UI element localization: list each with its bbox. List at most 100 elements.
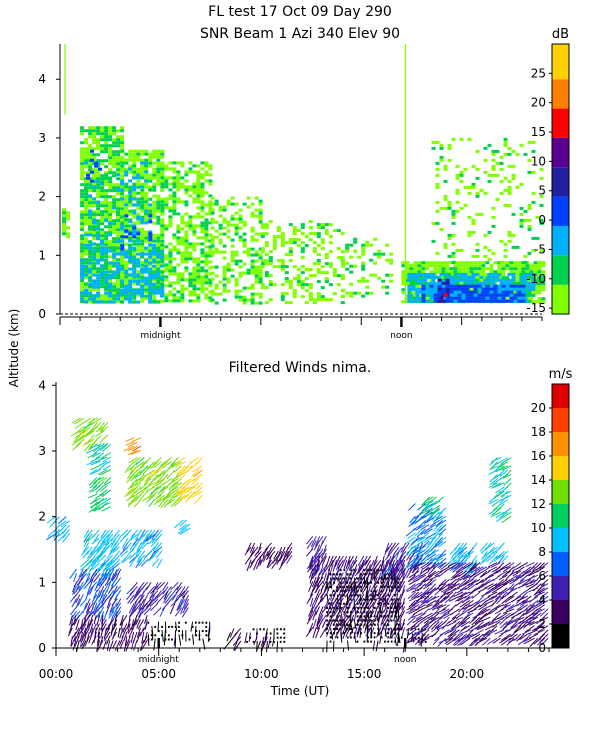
snr-cell — [250, 214, 255, 218]
snr-cell — [116, 177, 121, 181]
snr-cell — [238, 208, 243, 212]
snr-cell — [136, 185, 141, 189]
snr-cell — [457, 284, 462, 288]
wind-barb — [130, 449, 142, 455]
snr-cell — [132, 158, 137, 162]
wind-barb — [92, 546, 100, 555]
wind-barb — [75, 434, 85, 443]
wind-barb — [434, 515, 443, 522]
snr-cell — [258, 247, 263, 251]
snr-cell — [419, 299, 424, 303]
snr-cell — [116, 156, 121, 160]
snr-cell — [455, 278, 460, 282]
snr-cell — [431, 275, 436, 279]
snr-cell — [234, 229, 239, 233]
wind-barb — [181, 607, 189, 618]
snr-cell — [258, 256, 263, 260]
snr-cell — [445, 264, 450, 268]
snr-cell — [503, 188, 508, 192]
snr-cell — [112, 162, 117, 166]
wind-barb — [111, 573, 118, 582]
wind-barb — [367, 618, 375, 628]
wind-barb — [193, 469, 203, 478]
snr-cell — [230, 268, 235, 272]
wind-barb — [279, 640, 282, 644]
snr-cell — [527, 275, 532, 279]
snr-cell — [361, 246, 366, 250]
wind-barb — [405, 528, 416, 537]
snr-cell — [100, 210, 105, 214]
snr-cell — [320, 265, 325, 269]
wind-barb — [351, 568, 358, 579]
wind-barb — [394, 611, 398, 622]
snr-cell — [144, 284, 149, 288]
wind-barb — [359, 560, 365, 570]
snr-cell — [180, 293, 185, 297]
snr-cell — [210, 298, 215, 302]
snr-cell — [160, 245, 165, 249]
snr-cell — [316, 235, 321, 239]
snr-cell — [108, 210, 113, 214]
snr-cell — [423, 281, 428, 285]
snr-cell — [180, 254, 185, 258]
snr-cell — [108, 243, 113, 247]
snr-cell — [477, 261, 482, 265]
snr-cell — [222, 289, 227, 293]
snr-cell — [511, 272, 516, 276]
snr-cell — [116, 144, 121, 148]
snr-cell — [92, 264, 97, 268]
snr-cell — [140, 227, 145, 231]
snr-cell — [417, 285, 422, 289]
snr-cell — [222, 220, 227, 224]
wind-barb — [83, 558, 93, 568]
snr-cell — [214, 286, 219, 290]
snr-cell — [276, 229, 281, 233]
wind-barb — [162, 494, 172, 501]
snr-cell — [353, 249, 358, 253]
snr-cell — [164, 293, 169, 297]
snr-cell — [104, 294, 109, 298]
snr-cell — [120, 247, 125, 251]
wind-barb — [96, 497, 108, 504]
snr-cell — [439, 158, 444, 162]
snr-cell — [491, 224, 496, 228]
snr-cell — [481, 264, 486, 268]
snr-cell — [116, 210, 121, 214]
wind-barb — [156, 590, 166, 599]
snr-cell — [517, 287, 522, 291]
snr-cell — [437, 287, 442, 291]
wind-barb — [383, 560, 389, 570]
snr-cell — [160, 206, 165, 210]
wind-barb — [390, 567, 397, 577]
wind-barb — [370, 568, 375, 579]
snr-cell — [104, 276, 109, 280]
snr-cell — [124, 200, 129, 204]
snr-cell — [407, 278, 412, 282]
snr-cell — [128, 218, 133, 222]
wind-barb — [153, 546, 163, 554]
wind-barb — [137, 619, 145, 630]
wind-barb — [152, 457, 162, 466]
snr-cell — [250, 268, 255, 272]
snr-cell — [112, 240, 117, 244]
wind-barb — [92, 506, 101, 512]
snr-cell — [234, 211, 239, 215]
wind-barb — [159, 607, 166, 617]
snr-cell — [503, 176, 508, 180]
snr-cell — [431, 221, 436, 225]
snr-cell — [431, 278, 436, 282]
wind-barb — [165, 590, 172, 599]
snr-cell — [196, 272, 201, 276]
snr-cell — [80, 261, 85, 265]
snr-cell — [104, 129, 109, 133]
wind-barb — [93, 590, 98, 599]
snr-cell — [152, 182, 157, 186]
snr-cell — [409, 264, 414, 268]
wind-barb — [170, 581, 179, 591]
snr-cell — [112, 126, 117, 130]
snr-cell — [156, 285, 161, 289]
snr-cell — [144, 152, 149, 156]
snr-cell — [254, 232, 259, 236]
snr-cell — [336, 274, 341, 278]
snr-cell — [120, 209, 125, 213]
